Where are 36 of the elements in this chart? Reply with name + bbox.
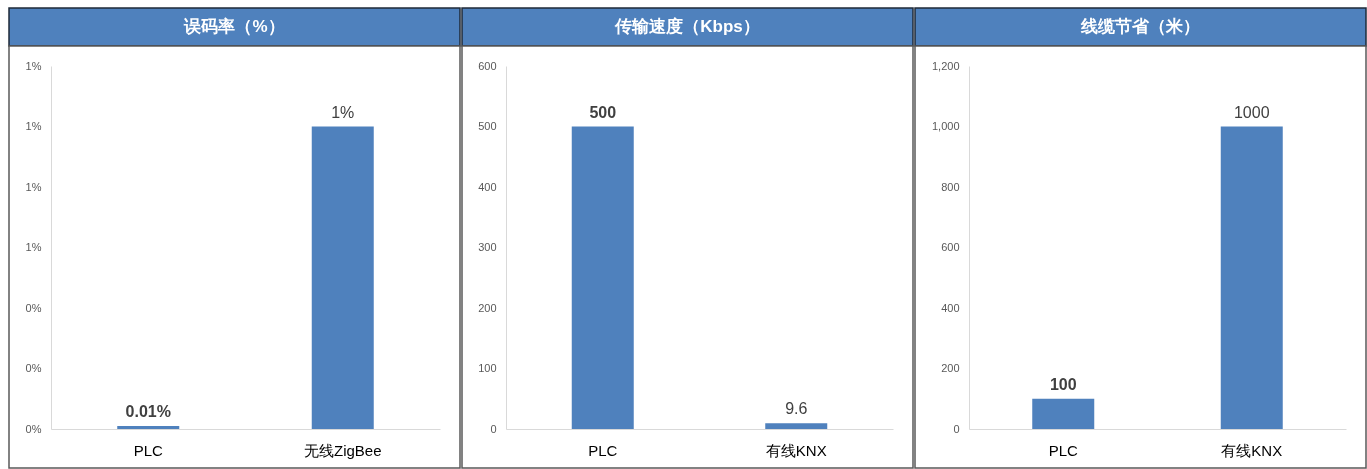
y-tick-label: 1,200	[931, 59, 960, 72]
y-tick-label: 0	[490, 422, 497, 435]
data-label: 1000	[1233, 103, 1270, 121]
chart-title: 传输速度（Kbps）	[614, 17, 760, 36]
x-tick-label: PLC	[133, 441, 163, 459]
y-tick-label: 300	[478, 241, 497, 253]
y-tick-label: 1%	[25, 120, 42, 132]
y-tick-label: 0	[953, 422, 960, 435]
data-label: 500	[589, 103, 617, 121]
x-tick-label: PLC	[1048, 441, 1078, 459]
y-tick-label: 800	[941, 180, 960, 193]
y-tick-label: 1,000	[931, 120, 960, 132]
y-tick-label: 1%	[25, 241, 42, 253]
data-label: 0.01%	[125, 402, 171, 420]
x-tick-label: 无线ZigBee	[303, 441, 382, 459]
data-label: 1%	[331, 103, 355, 121]
x-tick-label: 有线KNX	[1221, 441, 1283, 459]
y-tick-label: 500	[478, 120, 497, 132]
chart-title: 线缆节省（米）	[1080, 17, 1200, 36]
y-tick-label: 1%	[25, 59, 42, 72]
chart-title: 误码率（%）	[183, 17, 285, 36]
y-tick-label: 400	[478, 180, 497, 193]
y-tick-label: 600	[941, 241, 960, 253]
y-tick-label: 0%	[25, 362, 42, 374]
y-tick-label: 0%	[25, 422, 42, 435]
data-label: 9.6	[785, 400, 808, 418]
y-tick-label: 400	[941, 301, 960, 314]
x-tick-label: 有线KNX	[765, 441, 827, 459]
y-tick-label: 100	[478, 362, 497, 374]
y-tick-label: 200	[941, 362, 960, 374]
y-tick-label: 600	[478, 59, 497, 72]
data-label: 100	[1049, 375, 1077, 393]
y-tick-label: 1%	[25, 180, 42, 193]
x-tick-label: PLC	[588, 441, 618, 459]
y-tick-label: 200	[478, 301, 497, 314]
y-tick-label: 0%	[25, 301, 42, 314]
